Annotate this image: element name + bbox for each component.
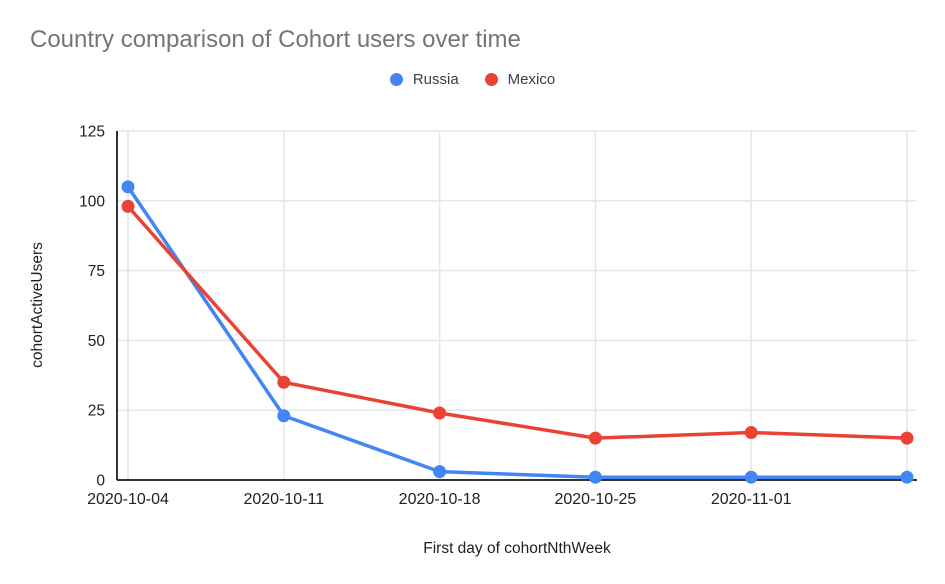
y-tick-label: 50 xyxy=(88,333,106,350)
data-point-russia[interactable] xyxy=(433,465,447,479)
x-tick-label: 2020-10-11 xyxy=(243,491,324,508)
x-axis-title: First day of cohortNthWeek xyxy=(423,540,611,557)
data-point-russia[interactable] xyxy=(121,180,135,194)
y-tick-label: 125 xyxy=(79,124,105,141)
data-point-mexico[interactable] xyxy=(900,431,914,445)
data-point-russia[interactable] xyxy=(277,409,291,423)
y-tick-label: 100 xyxy=(79,193,105,210)
y-tick-label: 75 xyxy=(88,263,105,280)
chart-title: Country comparison of Cohort users over … xyxy=(30,26,521,53)
mexico-series-dot-icon xyxy=(484,73,498,86)
data-point-mexico[interactable] xyxy=(121,199,135,213)
data-point-mexico[interactable] xyxy=(588,431,602,445)
y-axis-title: cohortActiveUsers xyxy=(29,242,46,368)
chart-legend: Russia Mexico xyxy=(0,71,945,88)
data-point-russia[interactable] xyxy=(744,470,758,484)
russia-series-dot-icon xyxy=(389,73,403,86)
y-tick-label: 25 xyxy=(88,403,105,420)
data-point-russia[interactable] xyxy=(588,470,602,484)
legend-label-russia: Russia xyxy=(412,71,459,88)
data-point-mexico[interactable] xyxy=(277,375,291,389)
x-tick-label: 2020-10-04 xyxy=(87,491,169,508)
legend-label-mexico: Mexico xyxy=(507,71,556,88)
legend-item-mexico[interactable]: Mexico xyxy=(484,71,556,88)
y-tick-label: 0 xyxy=(96,473,105,490)
data-point-mexico[interactable] xyxy=(433,406,447,420)
series-line-russia xyxy=(126,185,909,479)
data-point-mexico[interactable] xyxy=(744,426,758,440)
series-line-mexico xyxy=(126,204,909,440)
x-tick-label: 2020-10-18 xyxy=(399,491,481,508)
data-point-russia[interactable] xyxy=(900,470,914,484)
x-tick-label: 2020-11-01 xyxy=(711,491,792,508)
legend-item-russia[interactable]: Russia xyxy=(389,71,459,88)
x-tick-label: 2020-10-25 xyxy=(554,491,636,508)
